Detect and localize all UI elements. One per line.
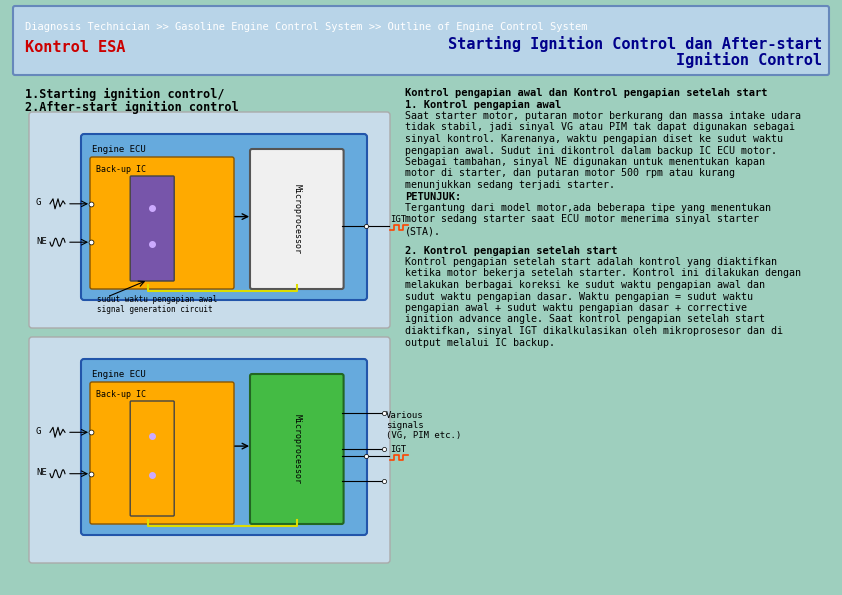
- Text: motor di starter, dan putaran motor 500 rpm atau kurang: motor di starter, dan putaran motor 500 …: [405, 168, 735, 178]
- Text: Diagnosis Technician >> Gasoline Engine Control System >> Outline of Engine Cont: Diagnosis Technician >> Gasoline Engine …: [25, 22, 588, 32]
- Text: Microprocessor: Microprocessor: [292, 184, 301, 254]
- Text: G: G: [36, 427, 41, 436]
- Text: 2. Kontrol pengapian setelah start: 2. Kontrol pengapian setelah start: [405, 246, 617, 255]
- Text: Engine ECU: Engine ECU: [92, 370, 146, 379]
- Text: 1.Starting ignition control/: 1.Starting ignition control/: [25, 88, 225, 101]
- Text: tidak stabil, jadi sinyal VG atau PIM tak dapat digunakan sebagai: tidak stabil, jadi sinyal VG atau PIM ta…: [405, 123, 795, 133]
- Text: 1. Kontrol pengapian awal: 1. Kontrol pengapian awal: [405, 99, 562, 109]
- Text: melakukan berbagai koreksi ke sudut waktu pengapian awal dan: melakukan berbagai koreksi ke sudut wakt…: [405, 280, 765, 290]
- Text: G: G: [36, 198, 41, 207]
- Text: (STA).: (STA).: [405, 226, 441, 236]
- FancyBboxPatch shape: [250, 149, 344, 289]
- Text: IGT: IGT: [390, 445, 406, 455]
- Text: output melalui IC backup.: output melalui IC backup.: [405, 337, 555, 347]
- Text: Tergantung dari model motor,ada beberapa tipe yang menentukan: Tergantung dari model motor,ada beberapa…: [405, 203, 771, 213]
- Text: IGT: IGT: [390, 215, 406, 224]
- Text: NE: NE: [36, 237, 47, 246]
- FancyBboxPatch shape: [250, 374, 344, 524]
- Text: Microprocessor: Microprocessor: [292, 414, 301, 484]
- Text: Back-up IC: Back-up IC: [96, 165, 146, 174]
- Text: pengapian awal. Sudut ini dikontrol dalam backup IC ECU motor.: pengapian awal. Sudut ini dikontrol dala…: [405, 146, 777, 155]
- Text: Starting Ignition Control dan After-start: Starting Ignition Control dan After-star…: [448, 36, 822, 52]
- Text: Kontrol ESA: Kontrol ESA: [25, 40, 125, 55]
- Text: Saat starter motor, putaran motor berkurang dan massa intake udara: Saat starter motor, putaran motor berkur…: [405, 111, 801, 121]
- Text: Back-up IC: Back-up IC: [96, 390, 146, 399]
- Text: ketika motor bekerja setelah starter. Kontrol ini dilakukan dengan: ketika motor bekerja setelah starter. Ko…: [405, 268, 801, 278]
- FancyBboxPatch shape: [29, 337, 390, 563]
- FancyBboxPatch shape: [81, 359, 367, 535]
- Text: ignition advance angle. Saat kontrol pengapian setelah start: ignition advance angle. Saat kontrol pen…: [405, 315, 765, 324]
- Text: sinyal kontrol. Karenanya, waktu pengapian diset ke sudut waktu: sinyal kontrol. Karenanya, waktu pengapi…: [405, 134, 783, 144]
- FancyBboxPatch shape: [131, 401, 174, 516]
- Text: NE: NE: [36, 468, 47, 477]
- Text: 2.After-start ignition control: 2.After-start ignition control: [25, 101, 239, 114]
- Text: sudut waktu pengapian awal
signal generation circuit: sudut waktu pengapian awal signal genera…: [97, 295, 217, 314]
- Text: motor sedang starter saat ECU motor menerima sinyal starter: motor sedang starter saat ECU motor mene…: [405, 215, 759, 224]
- Text: menunjukkan sedang terjadi starter.: menunjukkan sedang terjadi starter.: [405, 180, 615, 190]
- FancyBboxPatch shape: [131, 176, 174, 281]
- Text: Sebagai tambahan, sinyal NE digunakan untuk menentukan kapan: Sebagai tambahan, sinyal NE digunakan un…: [405, 157, 765, 167]
- Text: Kontrol pengapian setelah start adalah kontrol yang diaktifkan: Kontrol pengapian setelah start adalah k…: [405, 257, 777, 267]
- Text: PETUNJUK:: PETUNJUK:: [405, 192, 461, 202]
- FancyBboxPatch shape: [29, 112, 390, 328]
- Text: diaktifkan, sinyal IGT dikalkulasikan oleh mikroprosesor dan di: diaktifkan, sinyal IGT dikalkulasikan ol…: [405, 326, 783, 336]
- Text: Various
signals
(VG, PIM etc.): Various signals (VG, PIM etc.): [386, 411, 461, 440]
- FancyBboxPatch shape: [13, 6, 829, 75]
- Text: Kontrol pengapian awal dan Kontrol pengapian setelah start: Kontrol pengapian awal dan Kontrol penga…: [405, 88, 768, 98]
- Text: Engine ECU: Engine ECU: [92, 145, 146, 154]
- FancyBboxPatch shape: [90, 157, 234, 289]
- FancyBboxPatch shape: [90, 382, 234, 524]
- Text: pengapian awal + sudut waktu pengapian dasar + corrective: pengapian awal + sudut waktu pengapian d…: [405, 303, 747, 313]
- Text: Ignition Control: Ignition Control: [676, 52, 822, 68]
- Text: sudut waktu pengapian dasar. Waktu pengapian = sudut waktu: sudut waktu pengapian dasar. Waktu penga…: [405, 292, 753, 302]
- FancyBboxPatch shape: [81, 134, 367, 300]
